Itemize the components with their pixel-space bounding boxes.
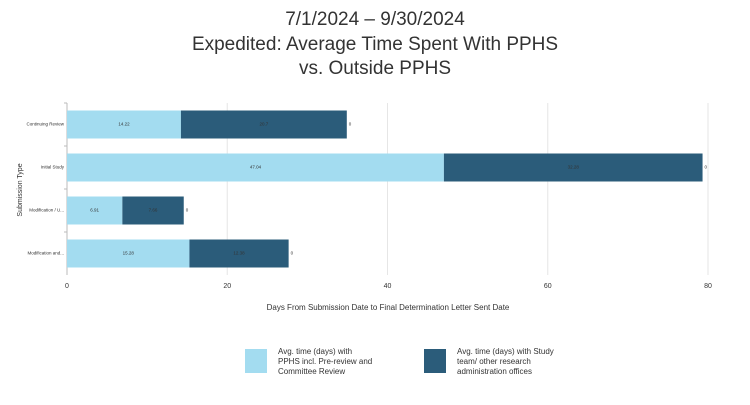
x-tick-label: 60 [544, 283, 552, 290]
end-label: 0 [349, 122, 352, 127]
data-label: 15.28 [123, 251, 135, 256]
chart-title: 7/1/2024 – 9/30/2024 [285, 9, 465, 30]
bar-segment [122, 196, 184, 225]
data-label: 12.38 [233, 251, 245, 256]
end-label: 0 [705, 165, 708, 170]
bar-segment [180, 110, 347, 139]
bar-segment [67, 239, 190, 268]
x-axis-title: Days From Submission Date to Final Deter… [267, 303, 510, 312]
x-tick-label: 0 [65, 283, 69, 290]
chart-title: vs. Outside PPHS [299, 58, 451, 79]
bar-segment [67, 110, 181, 139]
legend-swatch [424, 349, 446, 373]
bar-segment [443, 153, 703, 182]
legend-item: Avg. time (days) with Study team/ other … [457, 347, 554, 376]
legend-item: Avg. time (days) with PPHS incl. Pre-rev… [278, 347, 373, 376]
data-label: 32.28 [568, 165, 580, 170]
data-label: 7.66 [149, 208, 158, 213]
data-label: 47.04 [250, 165, 262, 170]
y-axis-title: Submission Type [17, 163, 24, 216]
chart-title: Expedited: Average Time Spent With PPHS [192, 34, 558, 55]
end-label: 0 [186, 208, 189, 213]
bar-segment [67, 153, 444, 182]
legend-label: Avg. time (days) with Study team/ other … [457, 347, 554, 376]
y-tick-label: Modification / U... [29, 208, 64, 213]
legend-label: Avg. time (days) with PPHS incl. Pre-rev… [278, 347, 373, 376]
x-tick-label: 80 [704, 283, 712, 290]
end-label: 0 [291, 251, 294, 256]
bar-segment [189, 239, 289, 268]
x-tick-label: 20 [223, 283, 231, 290]
bar-segment [67, 196, 123, 225]
legend-swatch [245, 349, 267, 373]
y-tick-label: Continuing Review [26, 122, 64, 127]
data-label: 20.7 [259, 122, 268, 127]
x-tick-label: 40 [384, 283, 392, 290]
data-label: 6.91 [90, 208, 99, 213]
y-tick-label: Initial Study [41, 165, 65, 170]
data-label: 14.22 [118, 122, 130, 127]
y-tick-label: Modification and... [27, 251, 64, 256]
